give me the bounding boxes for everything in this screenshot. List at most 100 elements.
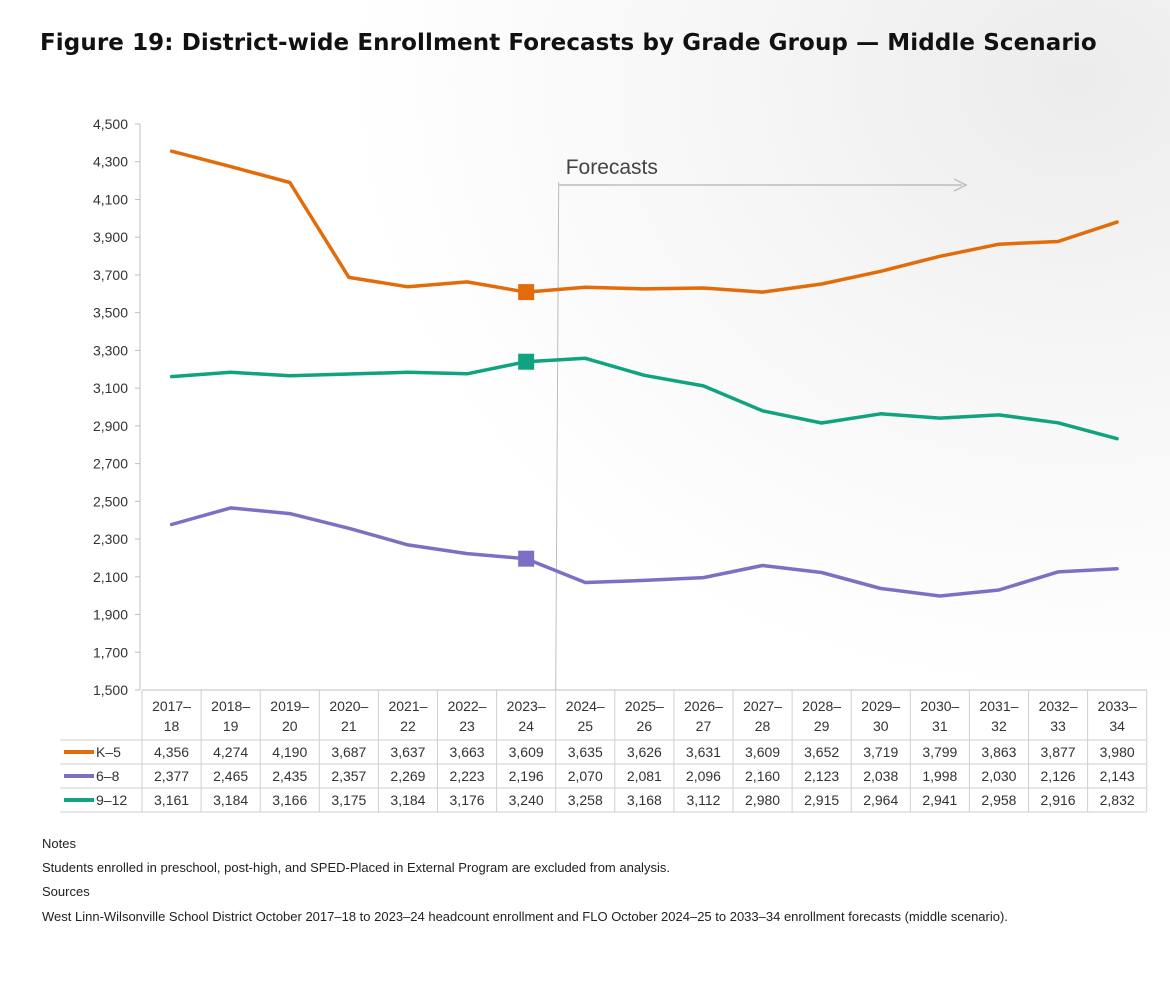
y-tick-label: 4,100 — [93, 191, 128, 207]
y-tick-label: 1,500 — [93, 682, 128, 698]
data-label: 3,166 — [272, 792, 307, 808]
notes-text: Students enrolled in preschool, post-hig… — [42, 860, 670, 875]
x-tick-label-year-start: 2027– — [743, 698, 782, 714]
data-label: 3,719 — [863, 744, 898, 760]
data-label: 3,258 — [568, 792, 603, 808]
x-tick-label-year-start: 2020– — [329, 698, 368, 714]
y-tick-label: 4,300 — [93, 154, 128, 170]
x-tick-label-year-start: 2024– — [566, 698, 605, 714]
x-tick-label-year-end: 26 — [637, 718, 653, 734]
data-label: 2,160 — [745, 768, 780, 784]
y-tick-label: 2,100 — [93, 569, 128, 585]
x-tick-label-year-end: 19 — [223, 718, 239, 734]
x-tick-label-year-start: 2018– — [211, 698, 250, 714]
x-tick-label-year-end: 21 — [341, 718, 357, 734]
forecast-divider-line — [555, 181, 560, 691]
y-tick-label: 3,100 — [93, 380, 128, 396]
y-tick-label: 3,700 — [93, 267, 128, 283]
x-tick-label-year-end: 34 — [1109, 718, 1125, 734]
data-label: 3,687 — [331, 744, 366, 760]
data-label: 3,631 — [686, 744, 721, 760]
data-label: 2,465 — [213, 768, 248, 784]
data-label: 2,916 — [1041, 792, 1076, 808]
data-label: 2,030 — [981, 768, 1016, 784]
legend-label-2: 6–8 — [96, 768, 120, 784]
data-label: 2,126 — [1041, 768, 1076, 784]
sources-heading: Sources — [42, 884, 90, 899]
data-label: 4,274 — [213, 744, 248, 760]
data-label: 2,143 — [1100, 768, 1135, 784]
data-label: 3,877 — [1041, 744, 1076, 760]
y-tick-label: 3,500 — [93, 305, 128, 321]
y-tick-label: 2,300 — [93, 531, 128, 547]
x-tick-label-year-end: 27 — [696, 718, 712, 734]
x-tick-label-year-end: 24 — [518, 718, 534, 734]
data-label: 3,112 — [686, 792, 720, 808]
series-line-3 — [169, 356, 1119, 441]
legend-label-3: 9–12 — [96, 792, 127, 808]
y-tick-label: 1,700 — [93, 644, 128, 660]
data-label: 3,175 — [331, 792, 366, 808]
y-tick-label: 1,900 — [93, 607, 128, 623]
last-actual-marker-1 — [518, 284, 535, 301]
data-label: 3,184 — [213, 792, 248, 808]
data-label: 4,356 — [154, 744, 189, 760]
data-label: 2,915 — [804, 792, 839, 808]
legend-label-1: K–5 — [96, 744, 121, 760]
y-tick-label: 3,300 — [93, 342, 128, 358]
x-tick-label-year-end: 29 — [814, 718, 830, 734]
sources-text: West Linn-Wilsonville School District Oc… — [42, 909, 1008, 924]
data-label: 2,832 — [1100, 792, 1135, 808]
x-tick-label-year-start: 2017– — [152, 698, 191, 714]
data-label: 2,357 — [331, 768, 366, 784]
x-tick-label-year-start: 2033– — [1098, 698, 1137, 714]
y-tick-label: 2,900 — [93, 418, 128, 434]
last-actual-marker-3 — [518, 353, 535, 370]
data-label: 3,626 — [627, 744, 662, 760]
x-tick-label-year-start: 2023– — [507, 698, 546, 714]
data-label: 3,609 — [745, 744, 780, 760]
data-label: 2,964 — [863, 792, 898, 808]
x-tick-label-year-start: 2031– — [979, 698, 1018, 714]
data-label: 2,269 — [390, 768, 425, 784]
x-tick-label-year-start: 2019– — [270, 698, 309, 714]
data-label: 2,941 — [922, 792, 957, 808]
data-label: 2,377 — [154, 768, 189, 784]
y-tick-label: 2,700 — [93, 456, 128, 472]
x-tick-label-year-start: 2022– — [448, 698, 487, 714]
enrollment-line-chart: 1,500 1,700 1,900 2,100 2,300 2,500 2,700 2,900… — [60, 116, 1148, 813]
last-actual-marker-2 — [518, 550, 535, 567]
data-label: 1,998 — [922, 768, 957, 784]
data-label: 3,635 — [568, 744, 603, 760]
x-tick-label-year-end: 30 — [873, 718, 889, 734]
data-label: 3,168 — [627, 792, 662, 808]
data-label: 2,123 — [804, 768, 839, 784]
data-label: 3,609 — [509, 744, 544, 760]
x-tick-label-year-end: 33 — [1050, 718, 1066, 734]
notes-heading: Notes — [42, 836, 76, 851]
x-tick-label-year-start: 2030– — [920, 698, 959, 714]
x-tick-label-year-end: 18 — [164, 718, 180, 734]
x-tick-label-year-end: 31 — [932, 718, 948, 734]
data-label: 3,799 — [922, 744, 957, 760]
data-label: 2,435 — [272, 768, 307, 784]
forecast-annotation: Forecasts — [566, 156, 658, 179]
data-label: 2,096 — [686, 768, 721, 784]
forecast-arrow-head — [953, 178, 968, 192]
series-line-2 — [169, 506, 1119, 598]
x-tick-label-year-end: 28 — [755, 718, 771, 734]
data-label: 2,196 — [509, 768, 544, 784]
data-label: 3,176 — [450, 792, 485, 808]
x-tick-label-year-start: 2029– — [861, 698, 900, 714]
data-label: 3,980 — [1100, 744, 1135, 760]
y-tick-label: 2,500 — [93, 493, 128, 509]
data-label: 3,240 — [509, 792, 544, 808]
data-label: 4,190 — [272, 744, 307, 760]
data-label: 3,652 — [804, 744, 839, 760]
x-tick-label-year-start: 2032– — [1039, 698, 1078, 714]
data-label: 3,863 — [981, 744, 1016, 760]
x-tick-label-year-end: 20 — [282, 718, 298, 734]
data-label: 2,070 — [568, 768, 603, 784]
x-tick-label-year-start: 2025– — [625, 698, 664, 714]
